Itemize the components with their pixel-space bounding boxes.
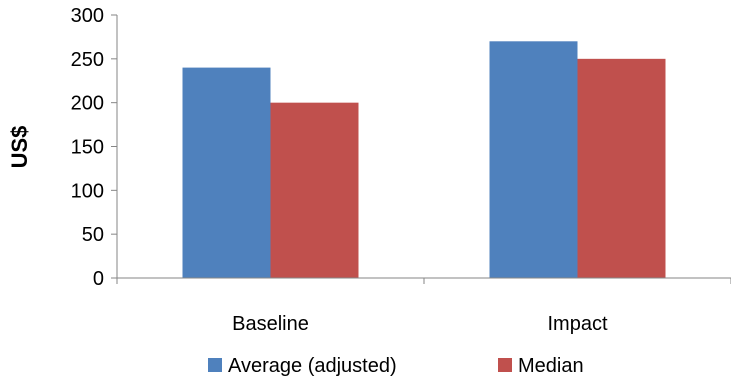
y-tick-label: 200 [71, 93, 104, 115]
y-tick-label: 0 [93, 268, 104, 290]
legend-label-1: Median [518, 355, 584, 377]
y-tick-label: 250 [71, 49, 104, 71]
legend-swatch-0 [208, 358, 222, 372]
bars [182, 41, 666, 279]
bar-baseline-0 [182, 67, 271, 278]
y-tick-label: 300 [71, 5, 104, 27]
y-tick-label: 100 [71, 180, 104, 202]
legend-swatch-1 [498, 358, 512, 372]
bar-impact-0 [489, 41, 578, 278]
bar-impact-1 [577, 58, 666, 279]
y-axis-ticks: 0 50 100 150 200 250 300 [71, 5, 117, 290]
y-tick-label: 150 [71, 137, 104, 159]
y-tick-label: 50 [82, 224, 104, 246]
y-axis-title: US$ [7, 126, 32, 169]
x-tick-label: Impact [547, 313, 607, 335]
bar-baseline-1 [270, 102, 359, 279]
x-tick-label: Baseline [232, 313, 309, 335]
legend-label-0: Average (adjusted) [228, 355, 397, 377]
x-axis-ticks: Baseline Impact [116, 278, 731, 335]
legend: Average (adjusted) Median [208, 355, 584, 377]
